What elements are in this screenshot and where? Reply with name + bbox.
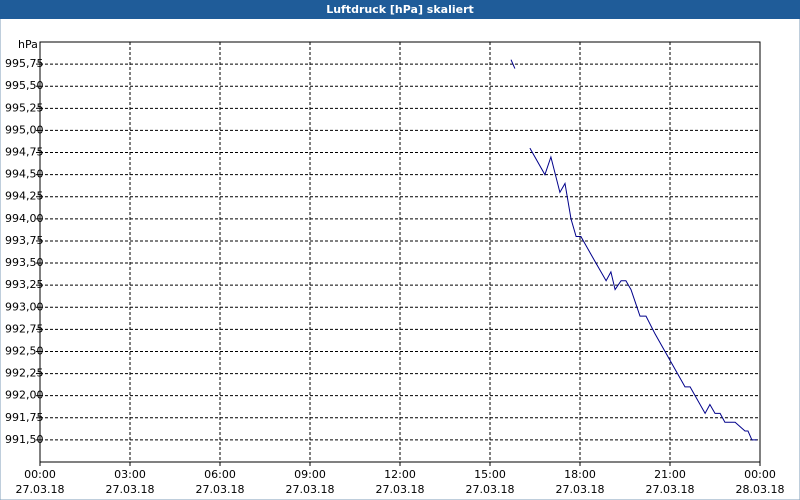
- x-tick-date: 27.03.18: [16, 483, 65, 496]
- x-tick-label: 00:00: [744, 468, 776, 481]
- x-tick-label: 09:00: [294, 468, 326, 481]
- y-tick-label: 995,50: [5, 79, 44, 92]
- y-tick-label: 995,75: [5, 57, 44, 70]
- chart-title: Luftdruck [hPa] skaliert: [326, 3, 474, 16]
- y-tick-label: 991,50: [5, 433, 44, 446]
- y-tick-label: 994,00: [5, 212, 44, 225]
- x-tick-label: 15:00: [474, 468, 506, 481]
- y-tick-label: 994,75: [5, 146, 44, 159]
- y-tick-label: 992,25: [5, 367, 44, 380]
- plot-frame: [39, 41, 761, 463]
- y-tick-label: 994,50: [5, 168, 44, 181]
- y-tick-label: 993,25: [5, 278, 44, 291]
- data-line: [510, 59, 757, 441]
- y-tick-label: 991,75: [5, 411, 44, 424]
- y-tick-label: 995,00: [5, 123, 44, 136]
- x-tick-date: 27.03.18: [286, 483, 335, 496]
- x-tick-date: 27.03.18: [646, 483, 695, 496]
- x-tick-date: 28.03.18: [736, 483, 785, 496]
- y-axis-label: hPa: [18, 38, 38, 51]
- y-tick-label: 993,50: [5, 256, 44, 269]
- x-tick-date: 27.03.18: [556, 483, 605, 496]
- x-tick-label: 00:00: [24, 468, 56, 481]
- title-bar: [0, 0, 800, 19]
- x-tick-label: 18:00: [564, 468, 596, 481]
- x-tick-date: 27.03.18: [196, 483, 245, 496]
- x-tick-label: 03:00: [114, 468, 146, 481]
- y-tick-label: 993,75: [5, 234, 44, 247]
- y-tick-label: 992,50: [5, 344, 44, 357]
- y-tick-label: 992,75: [5, 322, 44, 335]
- y-tick-label: 992,00: [5, 389, 44, 402]
- y-tick-label: 994,25: [5, 190, 44, 203]
- x-tick-date: 27.03.18: [106, 483, 155, 496]
- y-tick-label: 993,00: [5, 300, 44, 313]
- x-tick-label: 12:00: [384, 468, 416, 481]
- x-tick-label: 21:00: [654, 468, 686, 481]
- y-tick-label: 995,25: [5, 101, 44, 114]
- x-tick-label: 06:00: [204, 468, 236, 481]
- x-tick-date: 27.03.18: [466, 483, 515, 496]
- x-tick-date: 27.03.18: [376, 483, 425, 496]
